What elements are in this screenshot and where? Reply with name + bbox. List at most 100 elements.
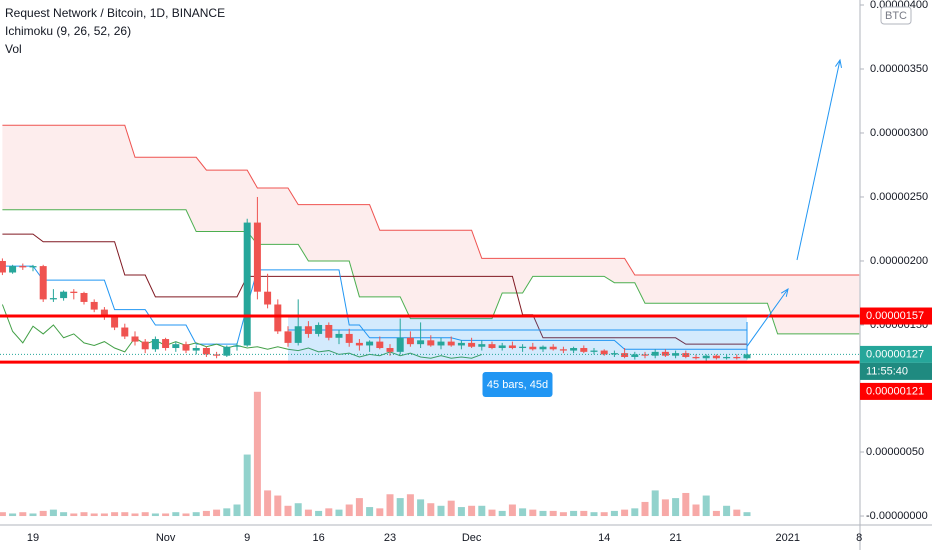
y-tick-label: 0.00000200: [870, 255, 928, 267]
volume-bar: [100, 513, 108, 517]
currency-box[interactable]: [880, 6, 912, 25]
volume-bar: [427, 503, 435, 517]
volume-bar: [162, 513, 170, 517]
volume-bar: [366, 507, 374, 517]
x-tick-label: 2021: [776, 532, 800, 544]
candle-body: [733, 356, 741, 359]
x-tick-label: 9: [244, 532, 250, 544]
volume-bar: [580, 510, 588, 517]
candle-body: [539, 346, 547, 350]
countdown-label: 11:55:40: [866, 365, 908, 377]
volume-bar: [223, 508, 231, 517]
ichimoku-line: [2, 124, 860, 276]
volume-bar: [315, 510, 323, 517]
volume-bar: [182, 513, 190, 517]
volume-bar: [192, 512, 200, 517]
volume-bar: [549, 510, 557, 517]
countdown-label-box: [860, 362, 932, 380]
candle-body: [100, 309, 108, 318]
volume-bar: [559, 512, 567, 517]
volume-bar: [457, 507, 465, 517]
volume-bar: [641, 501, 649, 517]
arrow-head: [780, 287, 789, 297]
candle-body: [712, 355, 720, 359]
volume-bar: [213, 509, 221, 517]
candle-body: [233, 345, 241, 347]
candle-body: [702, 355, 710, 359]
chart-title: Request Network / Bitcoin, 1D, BINANCE: [5, 6, 225, 20]
candle-body: [335, 333, 343, 338]
volume-bar: [712, 510, 720, 517]
volume-bar: [121, 512, 129, 517]
candle-body: [427, 340, 435, 346]
candle-body: [386, 348, 394, 352]
candle-body: [600, 350, 608, 355]
volume-bar: [498, 510, 506, 517]
candle-body: [651, 351, 659, 356]
candle-body: [192, 348, 200, 351]
volume-bar: [529, 509, 537, 517]
volume-bar: [437, 505, 445, 517]
candle-body: [9, 266, 17, 273]
candle-body: [121, 327, 129, 337]
candle-body: [253, 222, 261, 292]
volume-bar: [233, 504, 241, 517]
candle-body: [141, 341, 149, 350]
volume-bar: [661, 499, 669, 517]
volume-bar: [325, 508, 333, 517]
candle-body: [223, 346, 231, 356]
volume-bar: [60, 512, 68, 517]
hline-label-box: [860, 382, 932, 400]
volume-bar: [172, 512, 180, 517]
volume-bar: [151, 513, 159, 517]
volume-bar: [0, 512, 6, 517]
currency-label: BTC: [885, 10, 907, 22]
y-tick-label: 0.00000400: [870, 0, 928, 11]
candle-body: [19, 266, 27, 268]
candle-body: [519, 346, 527, 349]
y-tick-label: 0.00000300: [870, 127, 928, 139]
candle-body: [743, 354, 751, 359]
hline-label: 0.00000157: [866, 310, 924, 322]
volume-bar: [386, 494, 394, 517]
volume-bar: [49, 509, 57, 517]
volume-bar: [253, 391, 261, 517]
candle-body: [661, 351, 669, 356]
candle-body: [294, 326, 302, 343]
candle-body: [274, 304, 282, 332]
volume-bar: [141, 512, 149, 517]
candle-body: [529, 346, 537, 350]
overlay: 0.00000400 0.00000350 0.00000300 0.00000250…: [27, 0, 932, 544]
candle-body: [406, 337, 414, 345]
candle-body: [610, 353, 618, 355]
volume-bar: [417, 499, 425, 517]
candle-body: [70, 291, 78, 293]
volume-bar: [9, 513, 17, 517]
candle-body: [264, 291, 272, 305]
candle-body: [151, 339, 159, 350]
volume-bar: [202, 510, 210, 517]
volume-bar: [570, 510, 578, 517]
volume-bar: [590, 512, 598, 517]
volume-bar: [19, 512, 27, 517]
volume-tick-label: -0.00000000: [866, 510, 928, 522]
volume-bar: [376, 508, 384, 517]
volume-bar: [80, 512, 88, 517]
volume-bar: [539, 510, 547, 517]
candle-body: [60, 291, 68, 299]
candle-body: [202, 348, 210, 355]
candle-body: [631, 354, 639, 357]
volume-bar: [610, 510, 618, 517]
ichimoku-line: [2, 233, 747, 345]
volume-bar: [29, 513, 37, 517]
candle-body: [213, 354, 221, 356]
candle-body: [29, 266, 37, 268]
candle-body: [90, 301, 98, 310]
candle-body: [304, 326, 312, 334]
volume-bar: [651, 490, 659, 517]
candle-body: [355, 342, 363, 346]
volume-bar: [345, 504, 353, 517]
indicator-label: Ichimoku (9, 26, 52, 26): [5, 24, 131, 38]
candle-body: [478, 344, 486, 347]
trend-arrow: [796, 59, 841, 261]
